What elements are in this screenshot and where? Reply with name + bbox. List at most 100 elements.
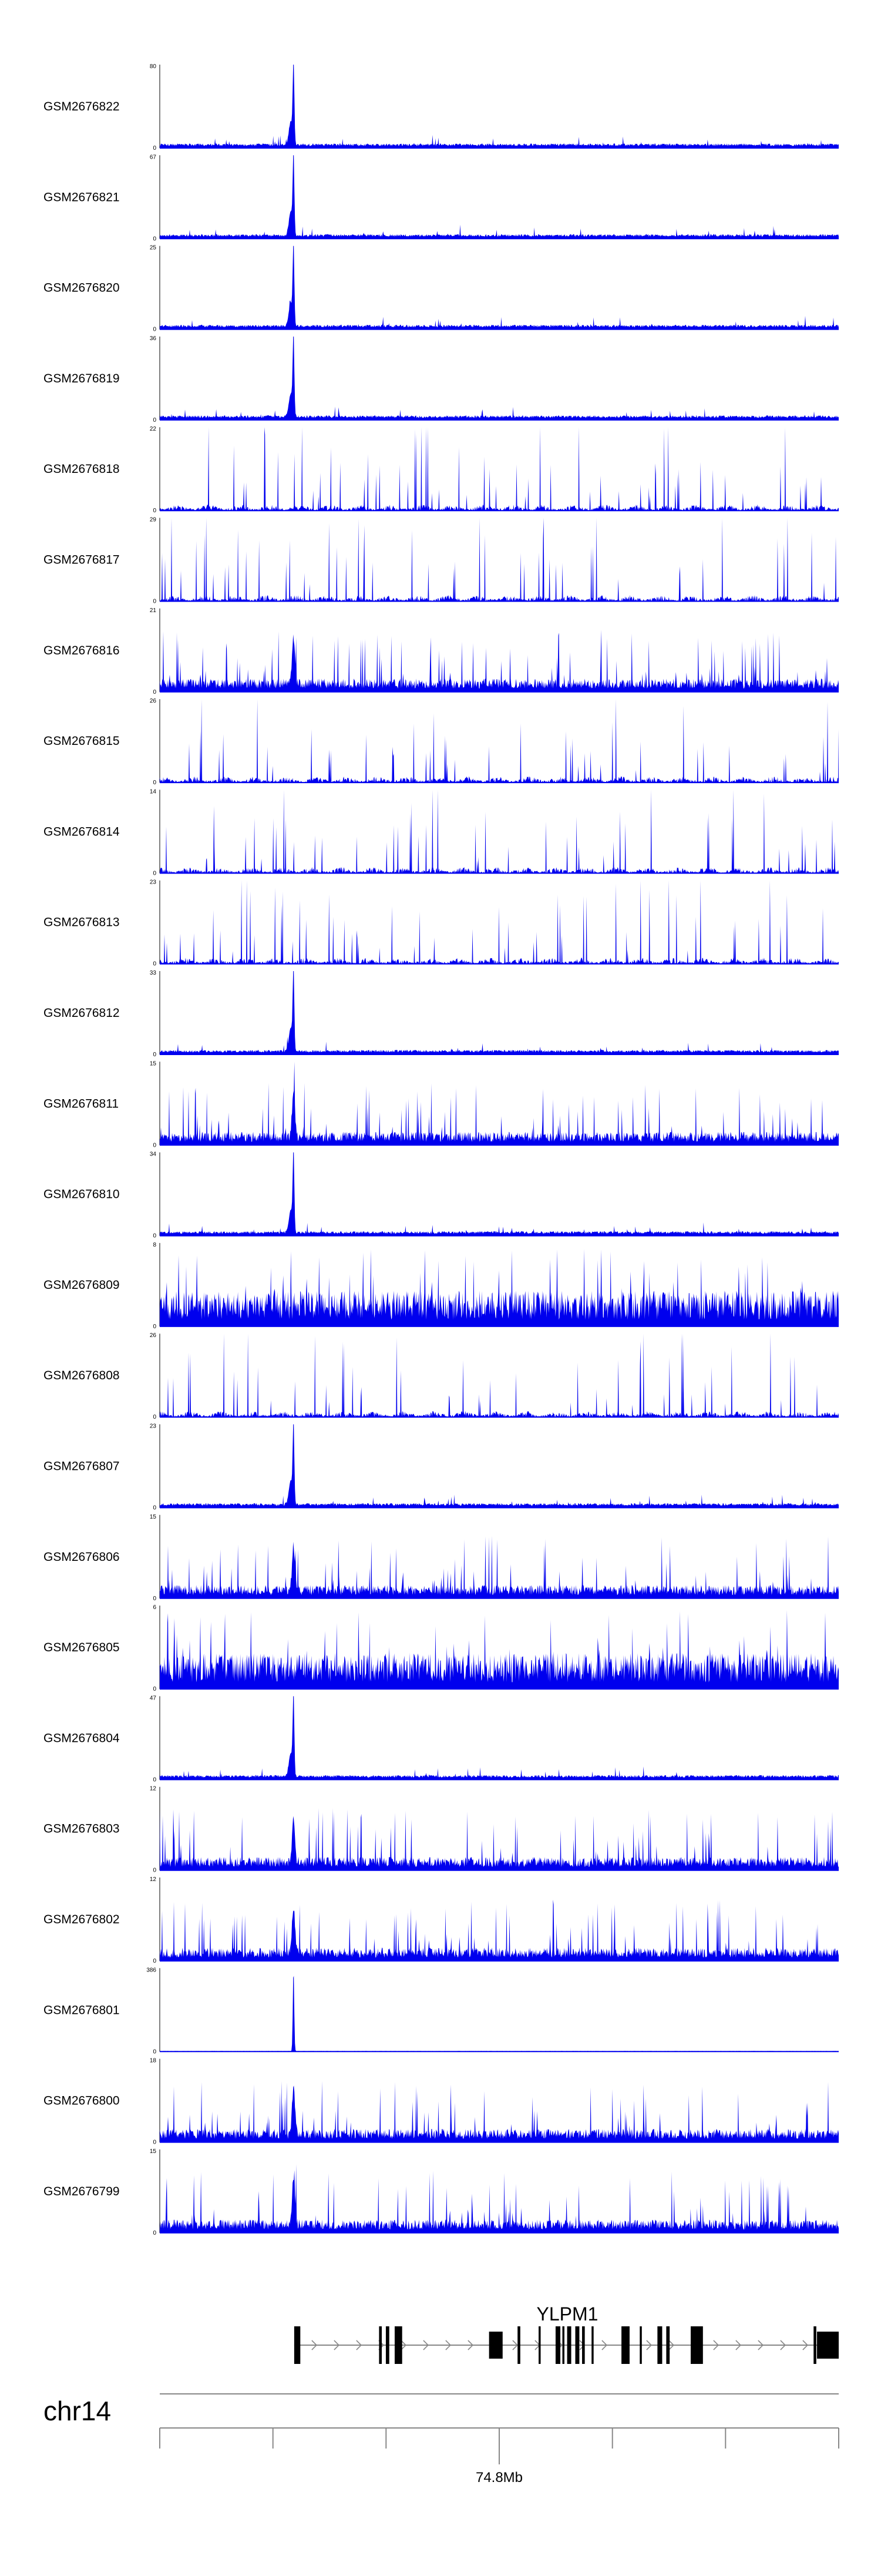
- coverage-area: [160, 699, 839, 783]
- exon-block: [555, 2326, 561, 2364]
- y-min-label: 0: [153, 508, 156, 514]
- y-max-label: 15: [150, 1514, 157, 1520]
- y-max-label: 18: [150, 2058, 157, 2064]
- exon-block: [575, 2326, 580, 2364]
- track-label: GSM2676810: [43, 1188, 120, 1201]
- y-max-label: 22: [150, 426, 157, 432]
- track-GSM2676809: GSM2676809 8 0: [43, 1242, 839, 1330]
- exon-block: [539, 2326, 541, 2364]
- track-label: GSM2676812: [43, 1006, 120, 1020]
- track-GSM2676812: GSM2676812 33 0: [43, 970, 839, 1058]
- strand-arrow: [735, 2340, 742, 2350]
- exon-block: [385, 2326, 389, 2364]
- track-GSM2676801: GSM2676801 386 0: [43, 1967, 839, 2055]
- track-GSM2676808: GSM2676808 26 0: [43, 1332, 839, 1420]
- exon-block: [379, 2326, 382, 2364]
- track-label: GSM2676822: [43, 100, 120, 113]
- y-max-label: 26: [150, 698, 157, 704]
- track-label: GSM2676820: [43, 281, 120, 295]
- exon-block: [582, 2326, 585, 2364]
- coverage-area: [160, 880, 839, 964]
- track-label: GSM2676803: [43, 1822, 120, 1836]
- y-max-label: 386: [146, 1967, 156, 1973]
- y-max-label: 8: [153, 1242, 156, 1248]
- y-min-label: 0: [153, 2230, 156, 2236]
- y-min-label: 0: [153, 2048, 156, 2055]
- coverage-area: [160, 1976, 839, 2052]
- coverage-area: [160, 65, 839, 148]
- track-label: GSM2676804: [43, 1731, 120, 1745]
- y-max-label: 15: [150, 2148, 157, 2155]
- y-min-label: 0: [153, 1324, 156, 1330]
- exon-block: [621, 2326, 630, 2364]
- coverage-area: [160, 1899, 839, 1961]
- track-label: GSM2676802: [43, 1913, 120, 1926]
- strand-arrow: [512, 2340, 519, 2350]
- track-GSM2676802: GSM2676802 12 0: [43, 1876, 839, 1964]
- y-max-label: 21: [150, 607, 157, 614]
- gene-label: YLPM1: [537, 2303, 598, 2325]
- coverage-area: [160, 1808, 839, 1870]
- track-label: GSM2676807: [43, 1460, 120, 1473]
- y-min-label: 0: [153, 1052, 156, 1058]
- track-GSM2676811: GSM2676811 15 0: [43, 1060, 839, 1148]
- track-label: GSM2676808: [43, 1369, 120, 1382]
- y-min-label: 0: [153, 1868, 156, 1874]
- gene-model: YLPM1: [294, 2303, 839, 2364]
- y-min-label: 0: [153, 145, 156, 152]
- track-GSM2676821: GSM2676821 67 0: [43, 154, 839, 242]
- exon-block: [567, 2326, 571, 2364]
- exon-block: [489, 2332, 503, 2359]
- exon-block: [817, 2332, 839, 2359]
- track-GSM2676816: GSM2676816 21 0: [43, 607, 839, 696]
- strand-arrow: [780, 2340, 786, 2350]
- y-max-label: 14: [150, 788, 157, 795]
- track-GSM2676810: GSM2676810 34 0: [43, 1151, 839, 1240]
- track-label: GSM2676809: [43, 1278, 120, 1292]
- coverage-area: [160, 1062, 839, 1146]
- y-max-label: 26: [150, 1332, 157, 1339]
- track-GSM2676820: GSM2676820 25 0: [43, 245, 839, 333]
- track-GSM2676806: GSM2676806 15 0: [43, 1514, 839, 1602]
- coverage-area: [160, 155, 839, 239]
- track-GSM2676814: GSM2676814 14 0: [43, 788, 839, 876]
- coverage-area: [160, 971, 839, 1054]
- coverage-area: [160, 2164, 839, 2233]
- y-max-label: 25: [150, 245, 157, 251]
- coverage-area: [160, 427, 839, 511]
- strand-arrow: [713, 2340, 719, 2350]
- y-max-label: 12: [150, 1786, 157, 1792]
- exon-block: [394, 2326, 402, 2364]
- coverage-area: [160, 246, 839, 330]
- coverage-area: [160, 630, 839, 692]
- track-label: GSM2676815: [43, 734, 120, 748]
- y-min-label: 0: [153, 1596, 156, 1602]
- strand-arrow: [445, 2340, 452, 2350]
- y-max-label: 33: [150, 970, 157, 976]
- track-GSM2676807: GSM2676807 23 0: [43, 1423, 839, 1512]
- track-label: GSM2676819: [43, 372, 120, 385]
- track-GSM2676803: GSM2676803 12 0: [43, 1786, 839, 1874]
- coverage-area: [160, 1610, 839, 1690]
- chromosome-label: chr14: [43, 2396, 111, 2426]
- y-max-label: 29: [150, 517, 157, 523]
- track-label: GSM2676813: [43, 916, 120, 929]
- y-min-label: 0: [153, 870, 156, 876]
- coverage-area: [160, 1249, 839, 1326]
- track-label: GSM2676816: [43, 644, 120, 657]
- exon-block: [690, 2326, 703, 2364]
- strand-arrow: [401, 2340, 407, 2350]
- y-max-label: 12: [150, 1876, 157, 1883]
- genomic-axis: 74.8Mb: [159, 2427, 839, 2486]
- y-min-label: 0: [153, 1776, 156, 1783]
- strand-arrow: [468, 2340, 474, 2350]
- y-min-label: 0: [153, 599, 156, 605]
- track-GSM2676799: GSM2676799 15 0: [43, 2148, 839, 2236]
- track-GSM2676800: GSM2676800 18 0: [43, 2058, 839, 2146]
- track-label: GSM2676811: [43, 1097, 119, 1110]
- y-max-label: 36: [150, 335, 157, 342]
- strand-arrow: [311, 2340, 318, 2350]
- coverage-area: [160, 1536, 839, 1598]
- y-max-label: 34: [150, 1151, 157, 1158]
